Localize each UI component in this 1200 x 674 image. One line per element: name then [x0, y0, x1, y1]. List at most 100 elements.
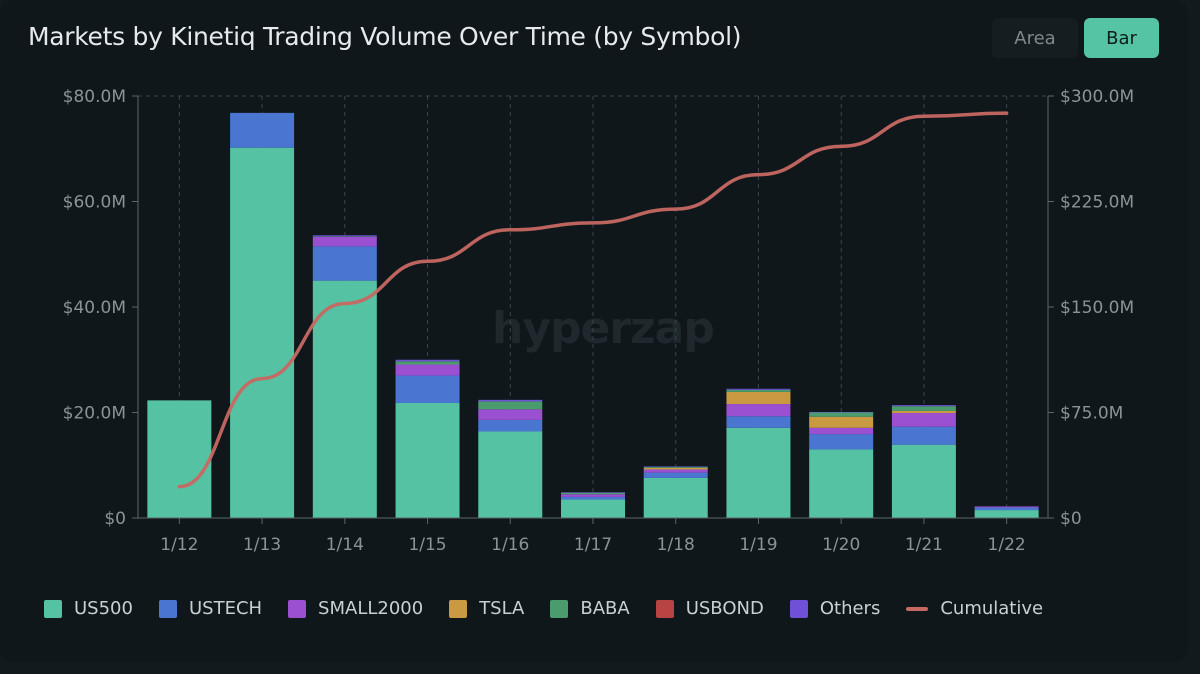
- legend-item-us500[interactable]: US500: [44, 598, 133, 619]
- bar-others: [726, 388, 791, 390]
- bar-others: [478, 399, 543, 402]
- y-tick-label: $0: [104, 509, 126, 529]
- y2-tick-label: $0: [1060, 509, 1082, 529]
- bar-us500: [643, 477, 708, 518]
- y-tick-label: $80.0M: [63, 87, 126, 107]
- legend-label: US500: [74, 598, 133, 619]
- bar-others: [312, 235, 377, 237]
- legend-swatch: [655, 599, 674, 618]
- bar-us500: [561, 499, 625, 518]
- bar-us500: [974, 510, 1039, 518]
- bar-others: [891, 405, 956, 407]
- bar-ustech: [643, 472, 708, 478]
- x-tick-label: 1/17: [574, 535, 612, 555]
- bar-us500: [395, 403, 460, 518]
- legend-swatch: [288, 599, 307, 618]
- bar-tsla: [809, 416, 874, 428]
- bar-tsla: [891, 410, 956, 414]
- legend-swatch: [906, 606, 929, 611]
- bar-others: [809, 411, 874, 413]
- watermark: hyperzap: [492, 303, 714, 354]
- y2-tick-label: $150.0M: [1060, 298, 1134, 318]
- bar-small2000: [809, 427, 874, 435]
- bar-small2000: [478, 409, 543, 420]
- legend-item-small2000[interactable]: SMALL2000: [288, 598, 423, 619]
- bar-small2000: [395, 364, 460, 376]
- bar-baba: [312, 236, 377, 237]
- legend-label: BABA: [580, 598, 630, 619]
- legend-item-baba[interactable]: BABA: [550, 598, 630, 619]
- bar-ustech: [974, 507, 1039, 511]
- bar-baba: [395, 361, 460, 365]
- bar-tsla: [726, 391, 791, 405]
- y2-tick-label: $225.0M: [1060, 193, 1134, 213]
- legend-swatch: [789, 599, 808, 618]
- legend-item-cumulative[interactable]: Cumulative: [906, 598, 1043, 619]
- bar-ustech: [312, 246, 377, 281]
- bar-others: [561, 492, 625, 493]
- bar-baba: [891, 406, 956, 411]
- bar-small2000: [726, 404, 791, 417]
- y-tick-label: $60.0M: [63, 193, 126, 213]
- legend-label: Cumulative: [940, 598, 1044, 619]
- chart-title: Markets by Kinetiq Trading Volume Over T…: [28, 22, 742, 51]
- bar-small2000: [974, 506, 1039, 508]
- bar-us500: [891, 444, 956, 518]
- legend-item-others[interactable]: Others: [789, 598, 881, 619]
- area-toggle-button[interactable]: Area: [992, 18, 1078, 58]
- bar-ustech: [561, 496, 625, 500]
- bar-small2000: [561, 494, 625, 497]
- bar-toggle-button[interactable]: Bar: [1084, 18, 1159, 58]
- bar-ustech: [809, 434, 874, 450]
- bar-others: [643, 466, 708, 467]
- bar-tsla: [643, 467, 708, 470]
- bar-us500: [726, 427, 791, 518]
- x-tick-label: 1/22: [988, 535, 1026, 555]
- legend-label: SMALL2000: [318, 598, 424, 619]
- x-tick-label: 1/12: [160, 535, 198, 555]
- legend-label: USBOND: [685, 598, 764, 619]
- legend-item-usbond[interactable]: USBOND: [655, 598, 764, 619]
- bar-us500: [230, 147, 295, 518]
- chart-legend: US500 USTECH SMALL2000 TSLA BABA USBOND Others…: [44, 598, 1069, 619]
- legend-item-tsla[interactable]: TSLA: [449, 598, 524, 619]
- bar-baba: [726, 389, 791, 392]
- legend-swatch: [158, 599, 177, 618]
- bar-baba: [809, 412, 874, 417]
- legend-swatch: [550, 599, 569, 618]
- x-tick-label: 1/19: [739, 535, 777, 555]
- bar-baba: [643, 466, 708, 468]
- y2-tick-label: $300.0M: [1060, 87, 1134, 107]
- legend-label: Others: [819, 598, 881, 619]
- y-tick-label: $40.0M: [63, 298, 126, 318]
- x-tick-label: 1/14: [326, 535, 364, 555]
- bar-baba: [478, 401, 543, 410]
- legend-label: TSLA: [479, 598, 525, 619]
- bar-small2000: [312, 236, 377, 247]
- x-tick-label: 1/21: [905, 535, 943, 555]
- bar-us500: [478, 431, 543, 518]
- bar-us500: [809, 449, 874, 518]
- bar-small2000: [891, 413, 956, 427]
- bar-others: [395, 359, 460, 362]
- legend-item-ustech[interactable]: USTECH: [158, 598, 263, 619]
- x-tick-label: 1/16: [491, 535, 529, 555]
- x-tick-label: 1/13: [243, 535, 281, 555]
- cumulative-line: [177, 111, 1009, 489]
- x-tick-label: 1/20: [822, 535, 860, 555]
- bar-baba: [561, 492, 625, 495]
- bar-ustech: [891, 426, 956, 445]
- legend-swatch: [44, 599, 62, 618]
- bar-small2000: [643, 469, 708, 473]
- volume-chart: hyperzap 1/12 1/13 1/14 1/15 1/16 1/17 1/18 1/1…: [63, 87, 1135, 555]
- bar-us500: [312, 280, 377, 518]
- bar-ustech: [478, 419, 543, 432]
- legend-label: USTECH: [188, 598, 263, 619]
- bar-ustech: [230, 112, 295, 148]
- y2-tick-label: $75.0M: [1060, 404, 1123, 424]
- bar-us500: [147, 400, 212, 518]
- y-tick-label: $20.0M: [63, 404, 126, 424]
- bar-ustech: [726, 416, 791, 428]
- bar-ustech: [395, 375, 460, 404]
- legend-swatch: [449, 599, 468, 618]
